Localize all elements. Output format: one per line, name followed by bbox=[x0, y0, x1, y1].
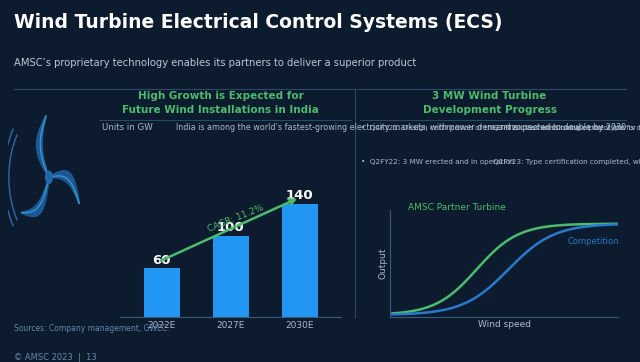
Polygon shape bbox=[36, 116, 49, 177]
Text: Q1FY23: Type certification completed, which allows for grid connectivity: Q1FY23: Type certification completed, wh… bbox=[493, 159, 640, 165]
Text: High Growth is Expected for
Future Wind Installations in India: High Growth is Expected for Future Wind … bbox=[122, 91, 319, 115]
Text: •  Q2FY22: 3 MW erected and in operation: • Q2FY22: 3 MW erected and in operation bbox=[361, 159, 515, 165]
Text: Units in GW: Units in GW bbox=[102, 123, 153, 132]
Polygon shape bbox=[49, 171, 79, 204]
Text: 140: 140 bbox=[286, 189, 314, 202]
Text: CAGR: 11.2%: CAGR: 11.2% bbox=[207, 203, 265, 233]
Bar bbox=[144, 268, 180, 317]
Bar bbox=[212, 236, 249, 317]
Text: Sources: Company management, GWEC.: Sources: Company management, GWEC. bbox=[14, 324, 170, 333]
Text: 100: 100 bbox=[217, 222, 244, 235]
X-axis label: Wind speed: Wind speed bbox=[477, 320, 531, 329]
Bar bbox=[282, 204, 317, 317]
Text: AMSC Partner Turbine: AMSC Partner Turbine bbox=[408, 203, 506, 212]
Text: India is among the world’s fastest-growing electricity markets, with power deman: India is among the world’s fastest-growi… bbox=[176, 123, 626, 132]
Polygon shape bbox=[22, 177, 49, 216]
Text: AMSC’s proprietary technology enables its partners to deliver a superior product: AMSC’s proprietary technology enables it… bbox=[14, 58, 417, 68]
Text: Wind Turbine Electrical Control Systems (ECS): Wind Turbine Electrical Control Systems … bbox=[14, 13, 502, 31]
Text: Q3FY22: Commissioning of the 3 MW is complete: Q3FY22: Commissioning of the 3 MW is com… bbox=[493, 125, 640, 131]
Text: 3 MW Wind Turbine
Development Progress: 3 MW Wind Turbine Development Progress bbox=[422, 91, 557, 115]
Text: Competition: Competition bbox=[568, 237, 619, 247]
Text: •  Q4FY21: Design certification of the 3 MW class wind turbine prototype for the: • Q4FY21: Design certification of the 3 … bbox=[361, 125, 640, 131]
Text: 60: 60 bbox=[152, 254, 171, 267]
Text: © AMSC 2023  |  13: © AMSC 2023 | 13 bbox=[14, 353, 97, 362]
Circle shape bbox=[45, 171, 52, 184]
Y-axis label: Output: Output bbox=[379, 248, 388, 279]
